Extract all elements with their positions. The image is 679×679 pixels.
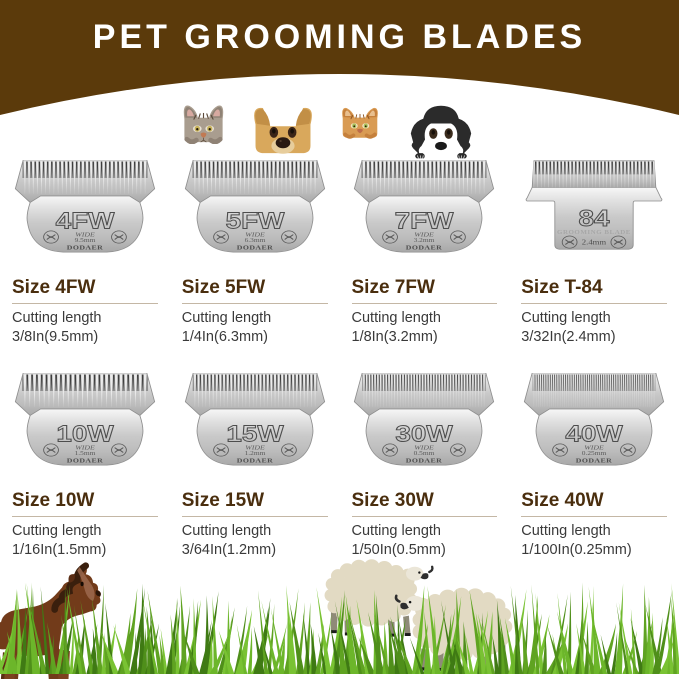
svg-text:DODAER: DODAER — [236, 244, 273, 251]
svg-text:4FW: 4FW — [55, 209, 115, 234]
svg-text:0.5mm: 0.5mm — [414, 451, 436, 457]
svg-text:10W: 10W — [56, 422, 114, 447]
svg-text:DODAER: DODAER — [406, 244, 443, 251]
svg-text:9.5mm: 9.5mm — [75, 238, 97, 244]
svg-text:0.25mm: 0.25mm — [582, 451, 607, 457]
svg-text:1.2mm: 1.2mm — [244, 451, 266, 457]
svg-text:2.4mm: 2.4mm — [582, 238, 607, 246]
svg-text:1.5mm: 1.5mm — [75, 451, 97, 457]
svg-text:6.3mm: 6.3mm — [244, 238, 266, 244]
svg-text:DODAER: DODAER — [406, 457, 443, 464]
svg-text:DODAER: DODAER — [67, 457, 104, 464]
svg-text:40W: 40W — [566, 422, 624, 447]
svg-text:7FW: 7FW — [395, 209, 455, 234]
svg-text:DODAER: DODAER — [236, 457, 273, 464]
svg-text:84: 84 — [579, 206, 611, 231]
svg-text:3.2mm: 3.2mm — [414, 238, 436, 244]
svg-text:30W: 30W — [396, 422, 454, 447]
svg-text:DODAER: DODAER — [576, 457, 613, 464]
svg-text:15W: 15W — [226, 422, 284, 447]
svg-text:DODAER: DODAER — [67, 244, 104, 251]
svg-text:GROOMING BLADE: GROOMING BLADE — [557, 230, 631, 236]
svg-text:5FW: 5FW — [225, 209, 285, 234]
